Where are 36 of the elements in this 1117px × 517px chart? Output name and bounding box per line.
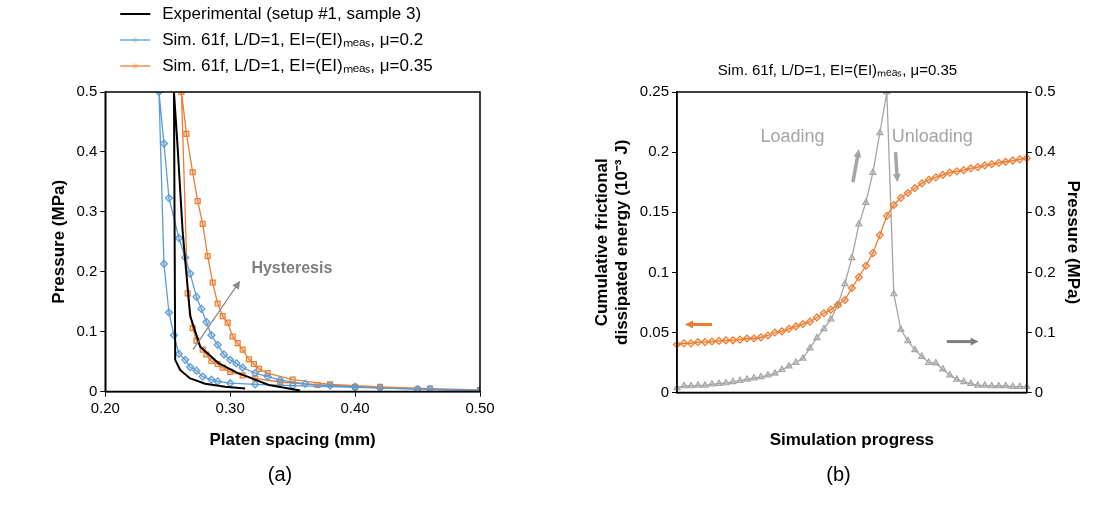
y-tick-label: 0.2	[648, 142, 669, 160]
annotation: Unloading	[891, 126, 973, 147]
x-axis-title: Simulation progress	[769, 430, 935, 450]
legend-label: Experimental (setup #1, sample 3)	[162, 3, 422, 23]
y2-tick-label: 0.5	[1034, 82, 1056, 100]
y-tick-label: 0.5	[76, 82, 98, 100]
y-tick-label: 0	[660, 382, 669, 400]
annotation: Hysteresis	[251, 259, 333, 277]
y-tick-label: 0.25	[639, 82, 669, 100]
y-tick-label: 0	[88, 381, 98, 399]
legend-label: Sim. 61f, L/D=1, EI=(EI)ₘₑₐₛ, μ=0.35	[162, 55, 433, 75]
y-tick-label: 0.4	[76, 142, 98, 160]
text: (a)	[266, 463, 294, 486]
chart-title: Sim. 61f, L/D=1, EI=(EI)ₘₑₐₛ, μ=0.35	[717, 61, 958, 79]
x-tick-label: 0.30	[215, 398, 245, 416]
x-tick-label: 0.50	[465, 398, 495, 416]
x-tick-label: 0.40	[340, 398, 370, 416]
y-tick-label: 0.05	[639, 322, 669, 340]
x-tick-label: 0.20	[90, 398, 120, 416]
y-tick-label: 0.1	[648, 262, 669, 280]
y2-tick-label: 0.4	[1034, 142, 1056, 160]
y-tick-label: 0.3	[76, 201, 98, 219]
y2-tick-label: 0.1	[1034, 322, 1056, 340]
y2-tick-label: 0.2	[1034, 262, 1056, 280]
y-axis-title: Cumulative frictional dissipated energy (10⁻³ J)	[591, 139, 632, 345]
text: (b)	[825, 463, 852, 486]
x-axis-title: Platen spacing (mm)	[209, 430, 376, 450]
y2-axis-title: Pressure (MPa)	[1064, 180, 1084, 305]
y2-tick-label: 0	[1034, 382, 1044, 400]
y2-tick-label: 0.3	[1034, 202, 1056, 220]
annotation: Loading	[760, 126, 825, 147]
y-tick-label: 0.2	[76, 261, 98, 279]
y-tick-label: 0.1	[76, 321, 98, 339]
legend-label: Sim. 61f, L/D=1, EI=(EI)ₘₑₐₛ, μ=0.2	[162, 29, 424, 49]
y-tick-label: 0.15	[639, 202, 669, 220]
y-axis-title: Pressure (MPa)	[48, 179, 68, 304]
